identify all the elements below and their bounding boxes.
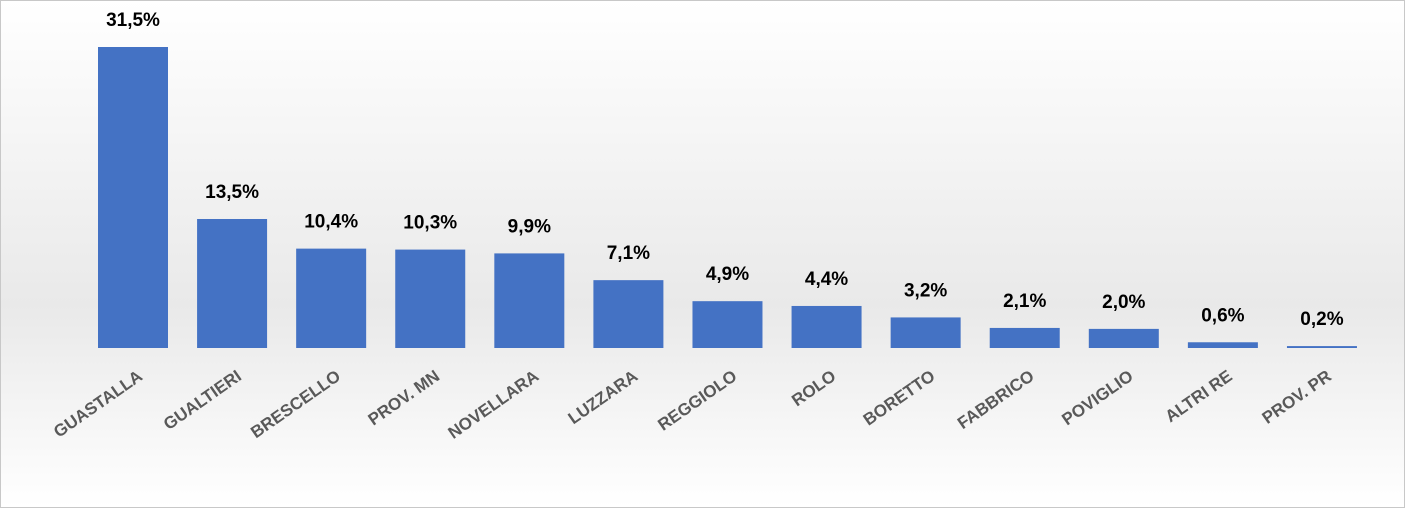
- bar: [395, 249, 466, 348]
- value-label: 0,6%: [1201, 305, 1244, 326]
- bar: [494, 253, 565, 348]
- value-label: 0,2%: [1300, 309, 1343, 330]
- value-label: 31,5%: [106, 10, 160, 31]
- bar: [98, 47, 168, 348]
- value-label: 13,5%: [205, 182, 259, 203]
- bar: [1088, 328, 1159, 348]
- value-label: 4,4%: [805, 269, 848, 290]
- value-label: 3,2%: [904, 280, 947, 301]
- bar: [1286, 346, 1357, 348]
- value-label: 2,0%: [1102, 292, 1145, 313]
- bar: [791, 305, 862, 348]
- value-label: 7,1%: [607, 243, 650, 264]
- bar: [1187, 342, 1258, 348]
- bar: [296, 248, 367, 348]
- value-label: 9,9%: [508, 216, 551, 237]
- bar: [197, 219, 268, 348]
- value-label: 10,3%: [403, 213, 457, 234]
- bar: [593, 280, 664, 348]
- value-label: 4,9%: [706, 264, 749, 285]
- bar: [989, 327, 1060, 348]
- bar: [692, 301, 763, 348]
- value-label: 10,4%: [304, 212, 358, 233]
- bar: [890, 317, 961, 348]
- value-label: 2,1%: [1003, 291, 1046, 312]
